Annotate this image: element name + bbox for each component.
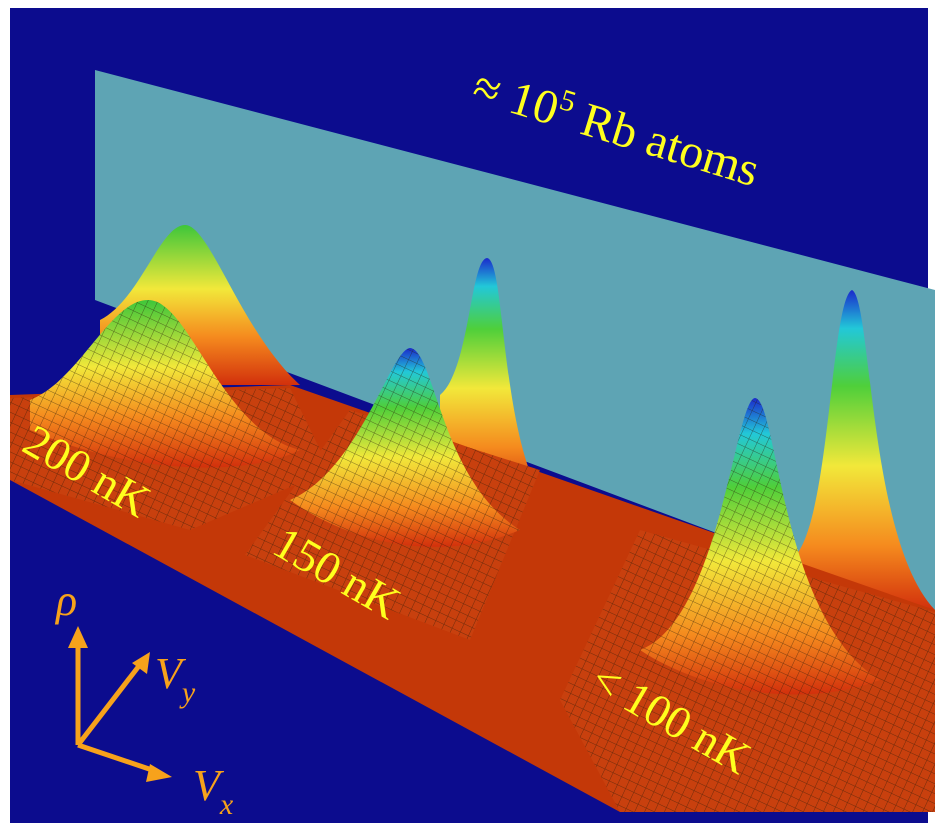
scene: ≈ 105Rb atoms 200 nK 150 nK < 100 nK ρ V… [0,0,935,829]
axis-label: ρ [54,576,77,625]
